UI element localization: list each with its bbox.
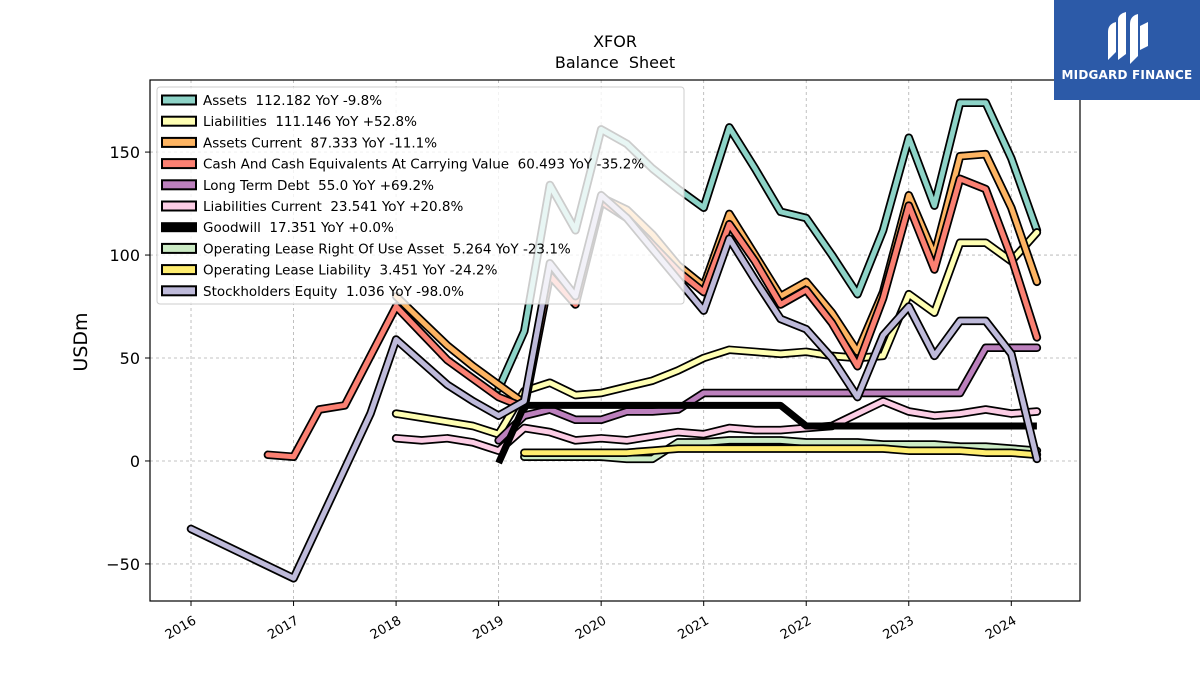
x-tick-label: 2018 xyxy=(368,613,404,643)
y-tick-label: 0 xyxy=(130,452,140,471)
y-axis: −50 0 50 100 150 xyxy=(106,143,150,574)
legend-swatch xyxy=(161,115,197,127)
legend-swatch xyxy=(161,179,197,191)
legend-swatch xyxy=(161,136,197,148)
series-line xyxy=(521,437,1040,462)
midgard-logo-icon xyxy=(1108,12,1148,64)
brand-name: MIDGARD FINANCE xyxy=(1061,68,1193,82)
legend-entry: Operating Lease Right Of Use Asset 5.264… xyxy=(161,241,571,257)
legend-swatch xyxy=(161,264,197,276)
y-tick-label: 100 xyxy=(109,246,140,265)
series-line xyxy=(496,345,1040,443)
plot-frame xyxy=(149,79,1081,602)
x-axis: 2016 2017 2018 2019 2020 2021 2022 2023 2024 xyxy=(163,601,1019,643)
series-6 xyxy=(495,401,1037,465)
x-tick-label: 2019 xyxy=(470,613,506,643)
x-tick-label: 2024 xyxy=(983,613,1019,643)
legend-label: Goodwill 17.351 YoY +0.0% xyxy=(203,220,394,236)
legend-label: Liabilities Current 23.541 YoY +20.8% xyxy=(203,199,463,215)
legend-swatch xyxy=(161,285,197,297)
y-axis-label: USDm xyxy=(70,312,92,371)
legend-label: Operating Lease Liability 3.451 YoY -24.… xyxy=(203,263,498,279)
x-tick-label: 2020 xyxy=(573,613,609,643)
legend-label: Cash And Cash Equivalents At Carrying Va… xyxy=(203,157,644,173)
series-1 xyxy=(391,228,1042,439)
x-tick-label: 2017 xyxy=(265,613,301,643)
x-tick-label: 2023 xyxy=(881,613,917,643)
legend-entry: Liabilities Current 23.541 YoY +20.8% xyxy=(161,199,463,215)
y-tick-label: 150 xyxy=(109,143,140,162)
legend: Assets 112.182 YoY -9.8% Liabilities 111.… xyxy=(156,86,685,305)
legend-label: Assets Current 87.333 YoY -11.1% xyxy=(203,135,437,151)
x-tick-label: 2022 xyxy=(778,613,814,643)
legend-label: Liabilities 111.146 YoY +52.8% xyxy=(203,114,417,130)
legend-label: Long Term Debt 55.0 YoY +69.2% xyxy=(203,178,434,194)
legend-entry: Long Term Debt 55.0 YoY +69.2% xyxy=(161,178,434,194)
legend-entry: Cash And Cash Equivalents At Carrying Va… xyxy=(161,157,644,173)
y-tick-label: 50 xyxy=(120,349,140,368)
y-tick-label: −50 xyxy=(106,555,140,574)
legend-swatch xyxy=(161,94,197,106)
brand-logo: MIDGARD FINANCE xyxy=(1054,0,1200,100)
legend-swatch xyxy=(161,200,197,212)
legend-label: Stockholders Equity 1.036 YoY -98.0% xyxy=(203,284,464,300)
legend-entry: Stockholders Equity 1.036 YoY -98.0% xyxy=(161,284,464,300)
legend-label: Operating Lease Right Of Use Asset 5.264… xyxy=(203,241,571,257)
series-7 xyxy=(520,436,1042,464)
legend-label: Assets 112.182 YoY -9.8% xyxy=(203,93,382,109)
x-tick-label: 2016 xyxy=(163,613,199,643)
legend-entry: Assets 112.182 YoY -9.8% xyxy=(161,93,382,109)
legend-swatch xyxy=(161,222,197,233)
x-tick-label: 2021 xyxy=(676,613,712,643)
legend-box xyxy=(156,86,685,305)
series-line xyxy=(521,446,1040,458)
legend-entry: Operating Lease Liability 3.451 YoY -24.… xyxy=(161,263,498,279)
legend-swatch xyxy=(161,158,197,170)
legend-entry: Liabilities 111.146 YoY +52.8% xyxy=(161,114,417,130)
series-line xyxy=(393,229,1040,437)
series-line xyxy=(495,401,1037,465)
chart-title: XFOR xyxy=(593,32,637,51)
chart-subtitle: Balance Sheet xyxy=(555,53,675,72)
series-8 xyxy=(520,444,1042,460)
legend-entry: Goodwill 17.351 YoY +0.0% xyxy=(161,220,394,236)
legend-swatch xyxy=(161,242,197,254)
legend-entry: Assets Current 87.333 YoY -11.1% xyxy=(161,135,437,151)
series-4 xyxy=(494,343,1042,445)
